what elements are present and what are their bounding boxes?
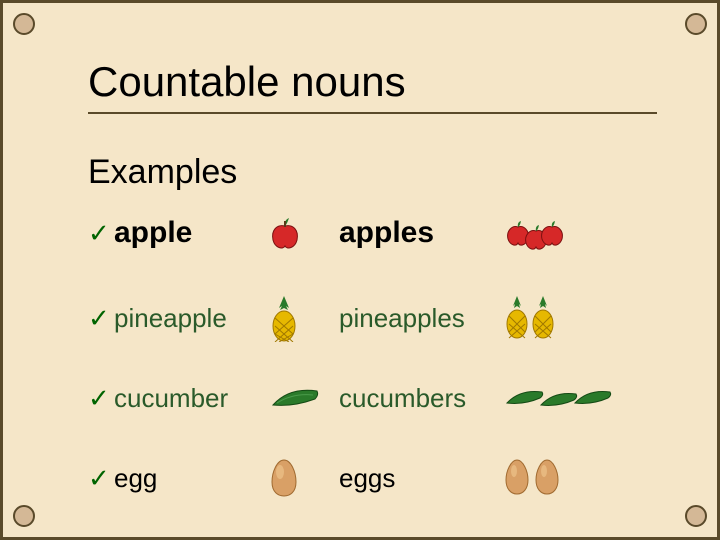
corner-dot [685,13,707,35]
singular-word: apple [114,216,269,250]
cucumber-icon-group [504,383,614,413]
check-icon: ✓ [88,218,114,249]
pineapple-icon-group [504,294,560,342]
plural-word: apples [339,216,504,250]
example-row: ✓ cucumber cucumbers [88,363,657,433]
check-icon: ✓ [88,463,114,494]
plural-word: pineapples [339,303,504,334]
singular-word: cucumber [114,383,269,414]
example-row: ✓ apple apples [88,198,657,268]
check-icon: ✓ [88,383,114,414]
plural-word: eggs [339,463,504,494]
corner-dot [13,505,35,527]
singular-word: pineapple [114,303,269,334]
example-row: ✓ pineapple pineapples [88,283,657,353]
pineapple-icon [269,294,339,342]
slide: Countable nouns Examples ✓ apple apples … [0,0,720,540]
plural-word: cucumbers [339,383,504,414]
corner-dot [13,13,35,35]
egg-icon-group [504,458,564,498]
slide-subtitle: Examples [88,153,237,192]
slide-title: Countable nouns [88,58,657,114]
apple-icon-group [504,213,564,253]
check-icon: ✓ [88,303,114,334]
corner-dot [685,505,707,527]
egg-icon [269,458,339,498]
singular-word: egg [114,463,269,494]
example-row: ✓ egg eggs [88,443,657,513]
cucumber-icon [269,385,339,411]
apple-icon [269,216,339,250]
